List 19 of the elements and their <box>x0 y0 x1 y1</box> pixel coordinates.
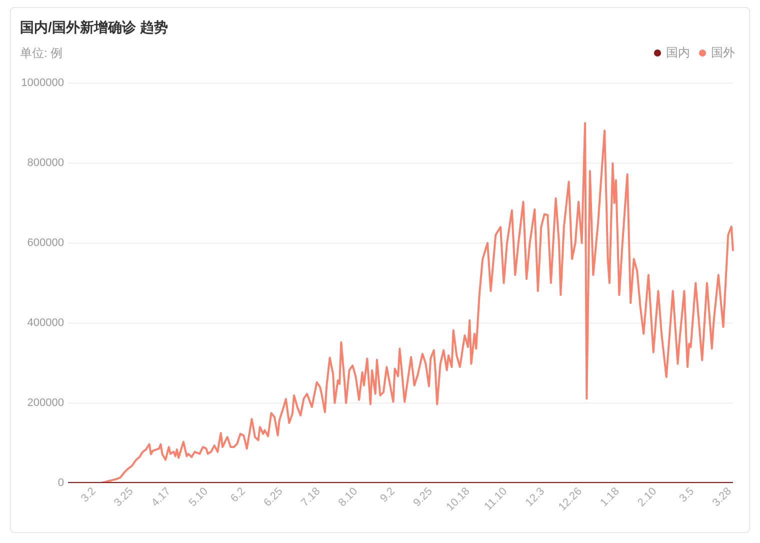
y-tick-label: 200000 <box>27 397 64 410</box>
chart-subtitle: 单位: 例 <box>20 45 63 62</box>
x-tick-label: 9.2 <box>378 485 398 505</box>
x-tick-label: 4.17 <box>149 485 174 510</box>
x-tick-label: 3.28 <box>710 485 734 510</box>
x-tick-label: 7.18 <box>299 485 323 510</box>
y-tick-label: 800000 <box>27 157 64 170</box>
chart-title: 国内/国外新增确诊 趋势 <box>20 19 168 37</box>
x-tick-label: 5.10 <box>186 485 210 510</box>
x-tick-label: 8.10 <box>336 485 360 510</box>
x-tick-label: 3.5 <box>677 485 697 505</box>
legend-label: 国内 <box>666 45 690 60</box>
legend-label: 国外 <box>711 45 735 60</box>
y-tick-label: 0 <box>58 477 64 490</box>
x-tick-label: 3.2 <box>78 485 98 505</box>
y-tick-label: 400000 <box>27 317 64 330</box>
x-tick-label: 6.2 <box>228 485 248 505</box>
y-tick-label: 600000 <box>27 237 64 250</box>
y-tick-label: 1000000 <box>21 77 64 90</box>
